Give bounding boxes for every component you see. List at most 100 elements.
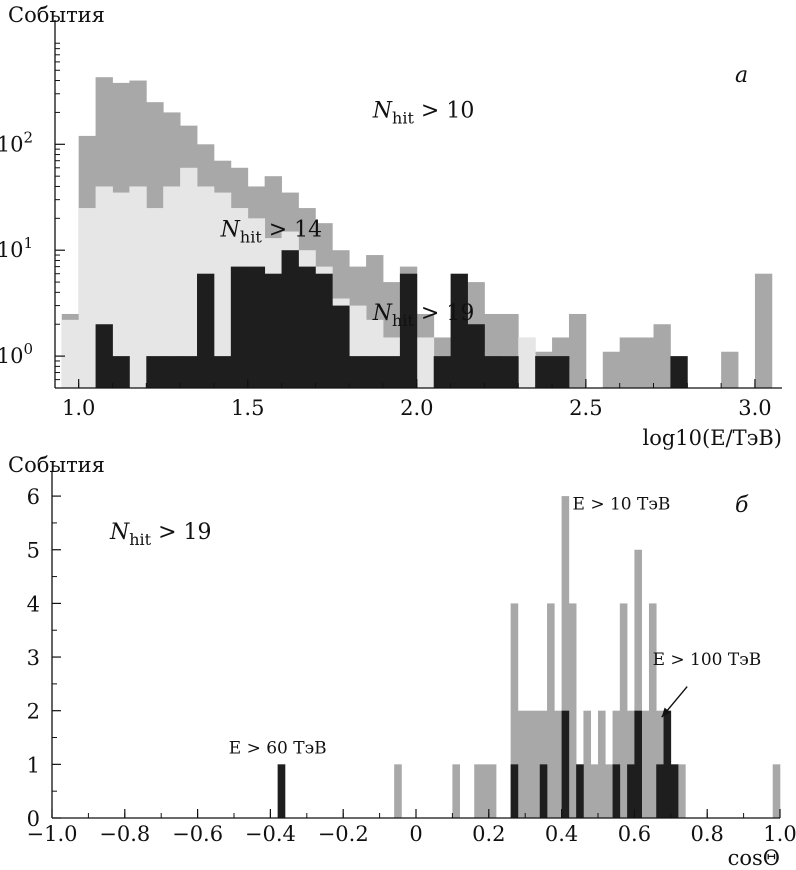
bar-b-s0-18 bbox=[598, 710, 606, 818]
nhit-label-b-n: N bbox=[109, 520, 130, 545]
bar-a-s1-5 bbox=[146, 208, 164, 388]
bar-a-s1-6 bbox=[163, 186, 181, 388]
bar-b-s0-21 bbox=[619, 603, 628, 818]
y-tick-label-a-1: 101 bbox=[0, 234, 33, 262]
y-tick-label-b-0: 0 bbox=[27, 807, 40, 831]
x-tick-label-b-7: 0.4 bbox=[545, 822, 578, 846]
bar-a-s2-7 bbox=[180, 356, 198, 388]
bar-a-s0-33 bbox=[619, 337, 637, 388]
series-label-a-n-1: N bbox=[220, 217, 241, 242]
y-tick-base-a-1: 10 bbox=[0, 238, 23, 262]
bar-a-s2-23 bbox=[450, 273, 468, 388]
series-label-a-sub-2: hit bbox=[392, 311, 414, 330]
bar-a-s2-24 bbox=[467, 324, 485, 388]
series-label-a-rest-2: > 19 bbox=[414, 301, 474, 326]
panel-b-chart: −1.0 −0.8 −0.6 −0.4 −0.2 0 0.2 0.4 0.6 0.8 1.0 0 1 2 3… bbox=[8, 453, 796, 870]
bar-a-s2-29 bbox=[552, 356, 570, 388]
x-tick-label-b-5: 0 bbox=[409, 822, 422, 846]
x-axis-title-b: cosΘ bbox=[728, 846, 780, 870]
bar-a-s1-1 bbox=[78, 208, 96, 388]
series-label-a-sub-0: hit bbox=[392, 108, 414, 127]
x-tick-label-b-3: −0.4 bbox=[245, 822, 296, 846]
y-axis-title-b: События bbox=[8, 453, 105, 477]
bar-a-s2-3 bbox=[112, 356, 130, 388]
y-tick-exp-a-0: 0 bbox=[23, 340, 33, 358]
series-label-a-0: Nhit > 10 bbox=[372, 98, 475, 127]
series-label-a-2: Nhit > 19 bbox=[372, 301, 475, 330]
x-tick-label-a-4: 3.0 bbox=[738, 396, 771, 420]
bar-b-s0-8 bbox=[525, 710, 533, 818]
bar-a-s2-9 bbox=[213, 356, 232, 388]
bar-a-s2-6 bbox=[163, 356, 181, 388]
y-tick-base-a-2: 10 bbox=[0, 132, 23, 156]
bar-a-s0-34 bbox=[636, 337, 654, 388]
bar-b-s0-19 bbox=[605, 764, 613, 818]
y-tick-exp-a-1: 1 bbox=[23, 234, 33, 252]
panel-letter-a: а bbox=[735, 63, 748, 88]
bar-a-s2-20 bbox=[399, 273, 418, 388]
series-label-a-1: Nhit > 14 bbox=[220, 217, 323, 246]
bar-b-s1-9 bbox=[663, 710, 672, 818]
y-axis-title-a: События bbox=[8, 3, 105, 27]
bar-a-s2-18 bbox=[366, 356, 384, 388]
bar-b-s0-29 bbox=[678, 764, 686, 818]
bar-b-s0-5 bbox=[488, 764, 497, 818]
bar-b-s0-3 bbox=[474, 764, 482, 818]
x-tick-label-a-2: 2.0 bbox=[400, 396, 433, 420]
x-tick-label-b-0: −1.0 bbox=[27, 822, 78, 846]
bar-a-s1-9 bbox=[213, 192, 232, 388]
series-label-a-sub-1: hit bbox=[240, 227, 262, 246]
bar-a-s2-10 bbox=[230, 266, 249, 388]
bar-a-s1-4 bbox=[129, 186, 147, 388]
bar-a-s2-11 bbox=[247, 266, 266, 388]
series-label-a-n-2: N bbox=[372, 301, 393, 326]
y-tick-label-a-2: 102 bbox=[0, 128, 33, 156]
x-tick-label-b-2: −0.6 bbox=[172, 822, 223, 846]
bar-b-s1-10 bbox=[670, 764, 679, 818]
y-tick-base-a-0: 10 bbox=[0, 344, 23, 368]
energy-label-b-0: E > 10 ТэВ bbox=[573, 495, 671, 515]
bar-a-s1-0 bbox=[61, 319, 80, 388]
bar-b-s1-0 bbox=[277, 764, 286, 818]
bar-a-s0-32 bbox=[602, 351, 621, 388]
bar-a-s2-8 bbox=[197, 273, 215, 388]
series-label-a-rest-0: > 10 bbox=[414, 98, 474, 123]
bar-a-s1-21 bbox=[416, 337, 435, 388]
bar-b-s0-24 bbox=[641, 710, 650, 818]
bar-a-s2-25 bbox=[484, 356, 502, 388]
y-tick-exp-a-2: 2 bbox=[23, 128, 33, 146]
bar-a-s0-30 bbox=[568, 313, 587, 388]
y-tick-label-b-5: 5 bbox=[27, 539, 40, 563]
bar-a-s2-14 bbox=[298, 266, 316, 388]
energy-label-b-2: E > 60 ТэВ bbox=[229, 739, 327, 759]
bar-b-s1-8 bbox=[656, 764, 664, 818]
bar-a-s2-2 bbox=[95, 324, 113, 388]
x-axis-title-a: log10(E/ТэВ) bbox=[642, 426, 782, 450]
bar-a-s0-39 bbox=[721, 351, 739, 388]
y-tick-label-b-3: 3 bbox=[27, 646, 40, 670]
bar-b-s0-30 bbox=[772, 764, 781, 818]
bar-a-s2-5 bbox=[146, 356, 164, 388]
annotation-arrow-head bbox=[661, 707, 671, 718]
bar-b-s0-7 bbox=[517, 710, 526, 818]
series-label-a-n-0: N bbox=[372, 98, 393, 123]
y-tick-label-b-4: 4 bbox=[27, 592, 40, 616]
bar-a-s0-41 bbox=[754, 273, 773, 388]
x-tick-label-b-1: −0.8 bbox=[99, 822, 150, 846]
panel-a-chart: 1.0 1.5 2.0 2.5 3.0100101102Событияlog10(E/Т… bbox=[0, 3, 782, 450]
bar-a-s2-13 bbox=[281, 250, 299, 388]
bar-a-s0-35 bbox=[653, 324, 671, 388]
bar-b-s0-4 bbox=[481, 764, 490, 818]
bar-a-s2-26 bbox=[501, 356, 519, 388]
x-tick-label-a-1: 1.5 bbox=[231, 396, 264, 420]
x-tick-label-a-3: 2.5 bbox=[569, 396, 602, 420]
y-tick-label-a-0: 100 bbox=[0, 340, 33, 368]
bar-b-s1-3 bbox=[561, 710, 570, 818]
panel-letter-b: б bbox=[735, 493, 749, 518]
bar-b-s1-7 bbox=[634, 710, 642, 818]
bar-a-s2-15 bbox=[315, 273, 333, 388]
bar-b-s0-9 bbox=[532, 710, 541, 818]
bar-a-s1-27 bbox=[518, 337, 536, 388]
y-tick-label-b-2: 2 bbox=[27, 700, 40, 724]
bar-b-s0-1 bbox=[394, 764, 402, 818]
